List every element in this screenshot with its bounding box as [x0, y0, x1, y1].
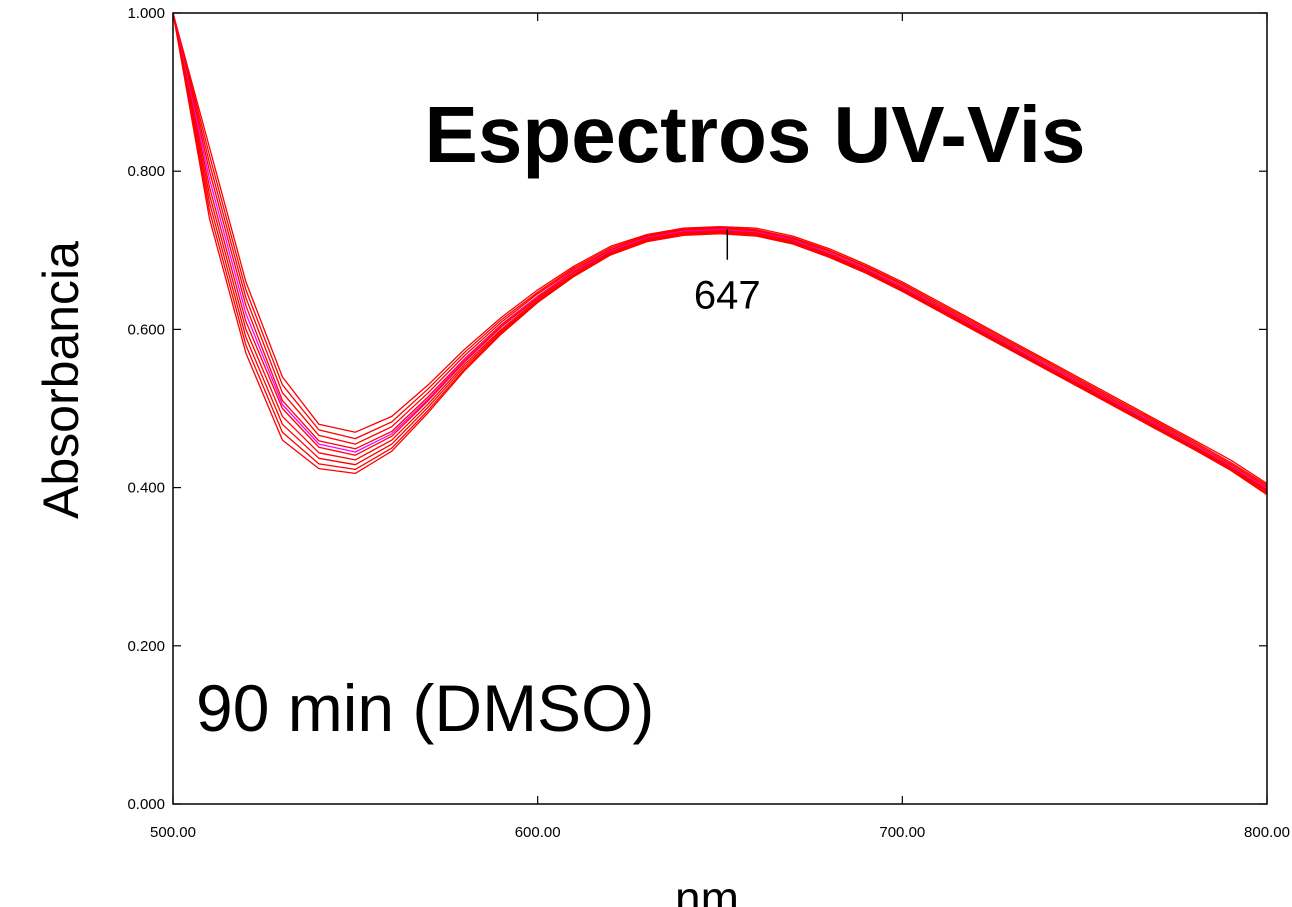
y-tick-label: 0.600 — [127, 321, 165, 338]
y-tick-label: 0.400 — [127, 480, 165, 497]
x-tick-label: 500.00 — [150, 824, 196, 841]
x-tick-label: 800.00 — [1244, 824, 1290, 841]
spectrum-series-group — [172, 12, 1268, 496]
spectrum-line-6 — [172, 12, 1268, 491]
spectrum-line-10 — [172, 12, 1268, 496]
plot-frame — [172, 12, 1268, 805]
y-tick-label: 0.000 — [127, 796, 165, 813]
y-tick-label: 1.000 — [127, 5, 165, 22]
condition-annotation: 90 min (DMSO) — [196, 671, 654, 745]
spectrum-line-9 — [172, 12, 1268, 494]
spectrum-line-4 — [172, 12, 1268, 489]
spectrum-line-7 — [172, 12, 1268, 492]
spectrum-line-8 — [172, 12, 1268, 493]
tick-labels: 0.000 0.200 0.400 0.600 0.800 1.000 500.00 600.… — [127, 5, 1289, 841]
spectrum-line-3 — [172, 12, 1268, 488]
y-tick-label: 0.200 — [127, 638, 165, 655]
spectrum-line-1 — [172, 12, 1268, 485]
y-axis-label: Absorbancia — [33, 241, 89, 519]
spectrum-line-2 — [172, 12, 1268, 486]
peak-label: 647 — [694, 274, 761, 318]
chart-title: Espectros UV-Vis — [424, 90, 1085, 179]
x-tick-label: 700.00 — [879, 824, 925, 841]
x-tick-label: 600.00 — [515, 824, 561, 841]
y-tick-label: 0.800 — [127, 163, 165, 180]
x-axis-label: nm — [675, 872, 739, 907]
